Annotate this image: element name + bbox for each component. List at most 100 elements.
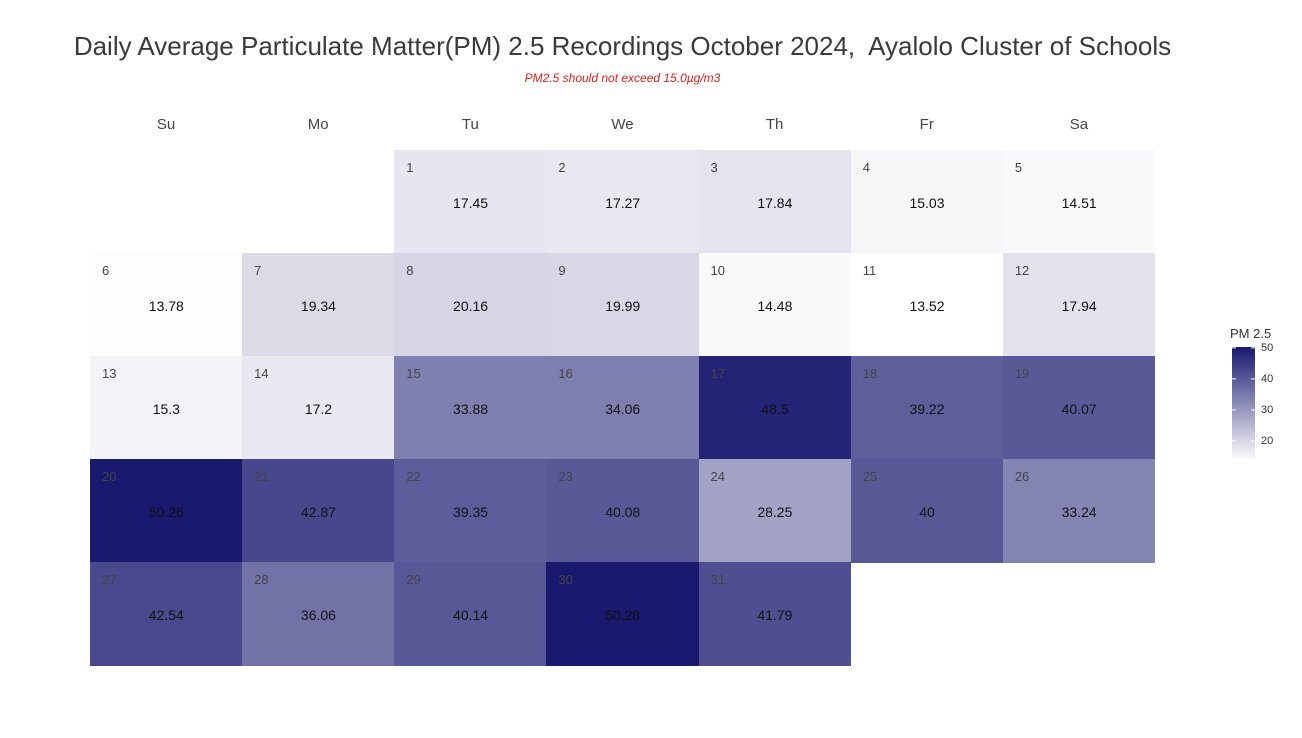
pm25-value-label: 17.45 xyxy=(453,195,489,211)
legend-tick-label: 20 xyxy=(1261,434,1274,447)
pm25-value-label: 41.79 xyxy=(757,607,793,623)
calendar-heatmap: Su Mo Tu We Th Fr Sa 1 17.45 2 17.27 3 17.84 4 15.03 5 1… xyxy=(90,110,1156,666)
day-number: 9 xyxy=(558,263,566,278)
calendar-day-cell: 15 33.88 xyxy=(394,356,547,460)
day-number: 24 xyxy=(710,469,726,484)
legend-title: PM 2.5 xyxy=(1230,326,1272,341)
calendar-day-cell: 5 14.51 xyxy=(1002,150,1156,254)
pm25-value-label: 15.3 xyxy=(152,401,180,417)
calendar-day-cell: 6 13.78 xyxy=(90,253,243,357)
pm25-value-label: 34.06 xyxy=(605,401,641,417)
legend-gradient xyxy=(1232,347,1255,461)
weekday-header: We xyxy=(611,116,634,133)
pm25-value-label: 15.03 xyxy=(909,195,945,211)
day-number: 11 xyxy=(862,263,877,278)
day-number: 21 xyxy=(254,469,269,484)
pm25-value-label: 40 xyxy=(919,504,935,520)
calendar-day-cell: 14 17.2 xyxy=(242,356,395,460)
calendar-day-cell: 28 36.06 xyxy=(242,562,395,666)
pm25-value-label: 42.87 xyxy=(300,504,336,520)
day-number: 1 xyxy=(406,160,414,175)
pm25-value-label: 28.25 xyxy=(757,504,793,520)
calendar-day-cell: 24 28.25 xyxy=(698,459,852,563)
calendar-day-cell: 13 15.3 xyxy=(90,356,243,460)
calendar-day-cell: 25 40 xyxy=(850,459,1004,563)
legend-tick-label: 40 xyxy=(1261,372,1274,385)
weekday-header: Th xyxy=(765,116,784,133)
calendar-day-cell: 31 41.79 xyxy=(698,562,852,666)
calendar-day-cell: 23 40.08 xyxy=(546,459,700,563)
pm25-value-label: 39.35 xyxy=(453,504,489,520)
day-number: 13 xyxy=(102,366,117,381)
pm25-value-label: 13.78 xyxy=(148,298,184,314)
day-number: 22 xyxy=(406,469,421,484)
day-number: 7 xyxy=(254,263,262,278)
pm25-value-label: 39.22 xyxy=(909,401,945,417)
legend-gradient-bar xyxy=(1232,347,1255,461)
pm25-value-label: 17.84 xyxy=(757,195,793,211)
pm25-value-label: 19.34 xyxy=(300,298,336,314)
day-number: 26 xyxy=(1014,469,1030,484)
weekday-header: Sa xyxy=(1069,116,1089,133)
calendar-day-cell: 17 48.5 xyxy=(698,356,852,460)
day-number: 30 xyxy=(558,572,573,587)
calendar-day-cell: 22 39.35 xyxy=(394,459,547,563)
pm25-value-label: 13.52 xyxy=(909,298,945,314)
calendar-day-cell: 19 40.07 xyxy=(1002,356,1156,460)
pm25-value-label: 40.07 xyxy=(1061,401,1097,417)
day-number: 2 xyxy=(558,160,566,175)
pm25-value-label: 50.26 xyxy=(148,504,184,520)
weekday-header: Mo xyxy=(307,116,329,133)
day-number: 18 xyxy=(862,366,878,381)
calendar-day-cell: 26 33.24 xyxy=(1002,459,1156,563)
day-number: 20 xyxy=(102,469,117,484)
day-number: 28 xyxy=(254,572,269,587)
pm25-value-label: 19.99 xyxy=(605,298,641,314)
day-number: 5 xyxy=(1014,160,1023,175)
calendar-day-cell: 4 15.03 xyxy=(850,150,1004,254)
calendar-day-cell: 30 50.28 xyxy=(546,562,700,666)
pm25-value-label: 40.08 xyxy=(605,504,641,520)
pm25-value-label: 36.06 xyxy=(300,607,336,623)
day-number: 8 xyxy=(406,263,414,278)
day-number: 4 xyxy=(862,160,870,175)
pm25-value-label: 48.5 xyxy=(761,401,789,417)
pm25-value-label: 40.14 xyxy=(453,607,489,623)
day-number: 6 xyxy=(102,263,110,278)
weekday-header: Su xyxy=(156,116,176,133)
calendar-day-cell: 18 39.22 xyxy=(850,356,1004,460)
color-legend: PM 2.5 50 40 30 20 xyxy=(1230,326,1300,466)
legend-tick-label: 50 xyxy=(1261,341,1274,354)
pm25-value-label: 20.16 xyxy=(453,298,489,314)
pm25-value-label: 17.27 xyxy=(605,195,641,211)
weekday-header: Fr xyxy=(919,116,934,133)
day-number: 31 xyxy=(710,572,726,587)
day-number: 3 xyxy=(710,160,718,175)
calendar-day-cell: 21 42.87 xyxy=(242,459,395,563)
calendar-day-cell: 16 34.06 xyxy=(546,356,700,460)
calendar-day-cell: 11 13.52 xyxy=(850,253,1004,357)
weekday-header: Tu xyxy=(461,116,479,133)
calendar-day-cell: 10 14.48 xyxy=(698,253,852,357)
calendar-day-cell: 1 17.45 xyxy=(394,150,547,254)
legend-tick-label: 30 xyxy=(1261,403,1274,416)
calendar-day-cell: 29 40.14 xyxy=(394,562,547,666)
pm25-value-label: 42.54 xyxy=(148,607,184,623)
calendar-day-cell: 20 50.26 xyxy=(90,459,243,563)
day-number: 23 xyxy=(558,469,573,484)
chart-subtitle: PM2.5 should not exceed 15.0µg/m3 xyxy=(524,71,721,85)
day-number: 16 xyxy=(558,366,573,381)
calendar-day-cell: 3 17.84 xyxy=(698,150,852,254)
day-number: 14 xyxy=(254,366,269,381)
day-number: 19 xyxy=(1014,366,1030,381)
calendar-day-cell: 9 19.99 xyxy=(546,253,700,357)
day-number: 29 xyxy=(406,572,421,587)
calendar-day-cell: 7 19.34 xyxy=(242,253,395,357)
pm25-value-label: 17.94 xyxy=(1061,298,1097,314)
day-number: 27 xyxy=(102,572,117,587)
calendar-day-cell: 8 20.16 xyxy=(394,253,547,357)
pm25-value-label: 50.28 xyxy=(605,607,641,623)
day-number: 12 xyxy=(1014,263,1030,278)
day-number: 25 xyxy=(862,469,878,484)
day-number: 17 xyxy=(710,366,726,381)
